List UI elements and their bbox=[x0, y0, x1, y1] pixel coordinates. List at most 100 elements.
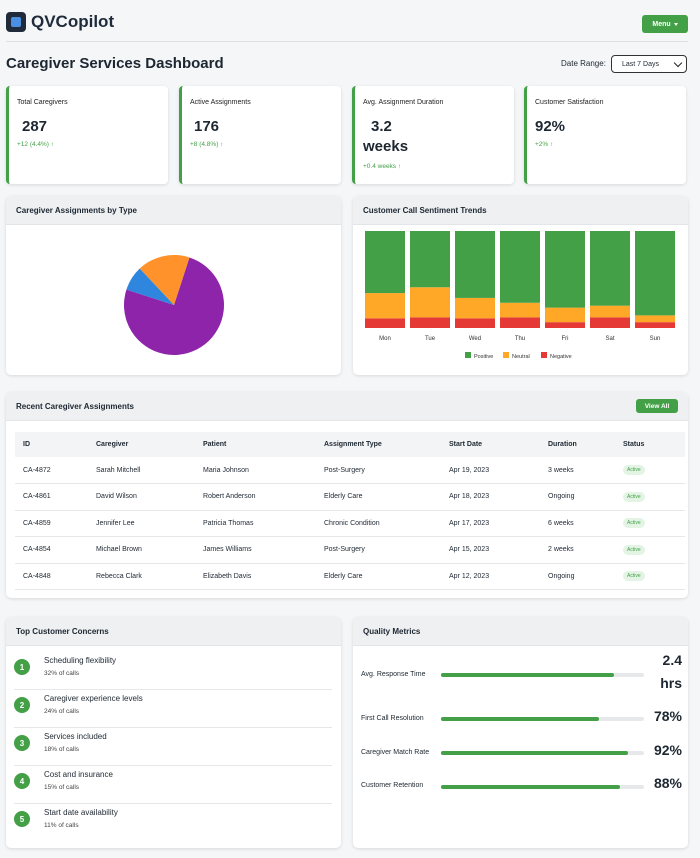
bar-negative-sat[interactable] bbox=[590, 317, 630, 328]
kpi-value: 287 bbox=[22, 118, 48, 135]
bar-neutral-sun[interactable] bbox=[635, 315, 675, 323]
assignments-by-type-card: Caregiver Assignments by Type bbox=[6, 196, 341, 375]
date-range-select[interactable]: Last 7 Days bbox=[611, 55, 687, 73]
cell-start-date: Apr 15, 2023 bbox=[441, 536, 540, 564]
column-header: Status bbox=[615, 432, 685, 457]
table-row[interactable]: CA-4872 Sarah Mitchell Maria Johnson Pos… bbox=[15, 457, 685, 484]
view-all-button[interactable]: View All bbox=[636, 399, 678, 413]
table-row[interactable]: CA-4854 Michael Brown James Williams Pos… bbox=[15, 536, 685, 564]
metric-progress-track bbox=[441, 785, 644, 789]
metric-progress-fill bbox=[441, 785, 620, 789]
column-header: Start Date bbox=[441, 432, 540, 457]
bar-neutral-sat[interactable] bbox=[590, 305, 630, 318]
bar-positive-thu[interactable] bbox=[500, 231, 540, 303]
table-row[interactable]: CA-4861 David Wilson Robert Anderson Eld… bbox=[15, 483, 685, 511]
concern-title: Start date availability bbox=[44, 808, 118, 817]
kpi-label: Active Assignments bbox=[190, 99, 251, 106]
legend-swatch-neutral bbox=[503, 352, 509, 358]
cell-duration: 2 weeks bbox=[540, 536, 615, 564]
concern-item: 3 Services included 18% of calls bbox=[14, 728, 332, 766]
bar-negative-sun[interactable] bbox=[635, 322, 675, 328]
cell-start-date: Apr 19, 2023 bbox=[441, 457, 540, 484]
metric-progress-fill bbox=[441, 717, 600, 721]
kpi-card-customer-satisfaction: Customer Satisfaction 92% +2% ↑ bbox=[524, 86, 686, 184]
concern-title: Scheduling flexibility bbox=[44, 656, 117, 665]
kpi-value: 3.2 bbox=[371, 118, 392, 135]
concern-rank: 5 bbox=[14, 811, 30, 827]
cell-start-date: Apr 12, 2023 bbox=[441, 563, 540, 590]
metric-value-unit: hrs bbox=[660, 675, 682, 691]
legend-label-negative: Negative bbox=[550, 354, 572, 360]
cell-patient: Robert Anderson bbox=[195, 483, 316, 511]
bar-neutral-thu[interactable] bbox=[500, 302, 540, 318]
column-header: Assignment Type bbox=[316, 432, 441, 457]
column-header: ID bbox=[15, 432, 88, 457]
bar-neutral-tue[interactable] bbox=[410, 287, 450, 318]
bar-negative-tue[interactable] bbox=[410, 317, 450, 328]
bar-neutral-wed[interactable] bbox=[455, 297, 495, 319]
cell-id: CA-4848 bbox=[15, 563, 88, 590]
card-title: Quality Metrics bbox=[353, 617, 688, 646]
kpi-card-total-caregivers: Total Caregivers 287 +12 (4.4%) ↑ bbox=[6, 86, 168, 184]
metric-label: Customer Retention bbox=[361, 782, 424, 789]
pie-slice-1[interactable] bbox=[126, 268, 174, 305]
kpi-card-active-assignments: Active Assignments 176 +8 (4.8%) ↑ bbox=[179, 86, 341, 184]
bar-positive-wed[interactable] bbox=[455, 231, 495, 298]
date-range-label: Date Range: bbox=[561, 59, 606, 68]
table-row[interactable]: CA-4848 Rebecca Clark Elizabeth Davis El… bbox=[15, 563, 685, 590]
sentiment-trends-card: Customer Call Sentiment Trends Mon Tue Wed… bbox=[353, 196, 688, 375]
pie-slice-0[interactable] bbox=[123, 257, 224, 355]
bar-negative-wed[interactable] bbox=[455, 318, 495, 328]
kpi-label: Avg. Assignment Duration bbox=[363, 99, 444, 106]
legend-label-positive: Positive bbox=[474, 354, 493, 360]
cell-duration: 3 weeks bbox=[540, 457, 615, 484]
cell-id: CA-4872 bbox=[15, 457, 88, 484]
x-tick-label: Tue bbox=[425, 336, 436, 342]
bar-positive-sat[interactable] bbox=[590, 231, 630, 306]
metric-value: 88% bbox=[653, 775, 682, 791]
chevron-down-icon bbox=[673, 58, 683, 68]
status-badge: Active bbox=[623, 571, 645, 582]
concern-item: 4 Cost and insurance 15% of calls bbox=[14, 766, 332, 804]
cell-id: CA-4854 bbox=[15, 536, 88, 564]
card-title: Caregiver Assignments by Type bbox=[6, 196, 341, 225]
bar-positive-sun[interactable] bbox=[635, 231, 675, 316]
status-badge: Active bbox=[623, 491, 645, 502]
metric-label: Caregiver Match Rate bbox=[361, 749, 430, 756]
x-tick-label: Sat bbox=[605, 336, 614, 342]
bar-negative-mon[interactable] bbox=[365, 318, 405, 328]
kpi-change: +8 (4.8%) ↑ bbox=[190, 141, 224, 148]
column-header: Patient bbox=[195, 432, 316, 457]
concern-title: Caregiver experience levels bbox=[44, 694, 143, 703]
cell-caregiver: Michael Brown bbox=[88, 536, 195, 564]
cell-duration: 6 weeks bbox=[540, 510, 615, 537]
cell-assignment-type: Post-Surgery bbox=[316, 536, 441, 564]
bar-positive-tue[interactable] bbox=[410, 231, 450, 288]
bar-negative-fri[interactable] bbox=[545, 322, 585, 328]
bar-neutral-fri[interactable] bbox=[545, 307, 585, 323]
kpi-value: 176 bbox=[194, 118, 220, 135]
sentiment-bar-chart: Mon Tue Wed Thu Fri Sat Sun Positive Neutral Nega… bbox=[365, 231, 675, 360]
menu-button[interactable]: Menu bbox=[642, 15, 688, 33]
metric-value: 78% bbox=[653, 708, 682, 724]
bar-negative-thu[interactable] bbox=[500, 317, 540, 328]
bar-positive-mon[interactable] bbox=[365, 231, 405, 294]
concern-item: 1 Scheduling flexibility 32% of calls bbox=[14, 652, 332, 690]
date-range-value: Last 7 Days bbox=[622, 60, 659, 68]
cell-start-date: Apr 17, 2023 bbox=[441, 510, 540, 537]
bar-positive-fri[interactable] bbox=[545, 231, 585, 308]
kpi-value: 92% bbox=[535, 118, 566, 135]
x-tick-label: Fri bbox=[562, 336, 569, 342]
concern-rank: 2 bbox=[14, 697, 30, 713]
table-row[interactable]: CA-4859 Jennifer Lee Patricia Thomas Chr… bbox=[15, 510, 685, 537]
card-title: Customer Call Sentiment Trends bbox=[353, 196, 688, 225]
card-title: Recent Caregiver Assignments View All bbox=[6, 392, 688, 421]
kpi-change: +12 (4.4%) ↑ bbox=[17, 141, 55, 148]
bar-neutral-mon[interactable] bbox=[365, 293, 405, 319]
cell-patient: Maria Johnson bbox=[195, 457, 316, 484]
caret-down-icon bbox=[673, 22, 678, 26]
column-header: Caregiver bbox=[88, 432, 195, 457]
legend-swatch-negative bbox=[541, 352, 547, 358]
pie-slice-2[interactable] bbox=[139, 255, 190, 305]
cell-id: CA-4861 bbox=[15, 483, 88, 511]
